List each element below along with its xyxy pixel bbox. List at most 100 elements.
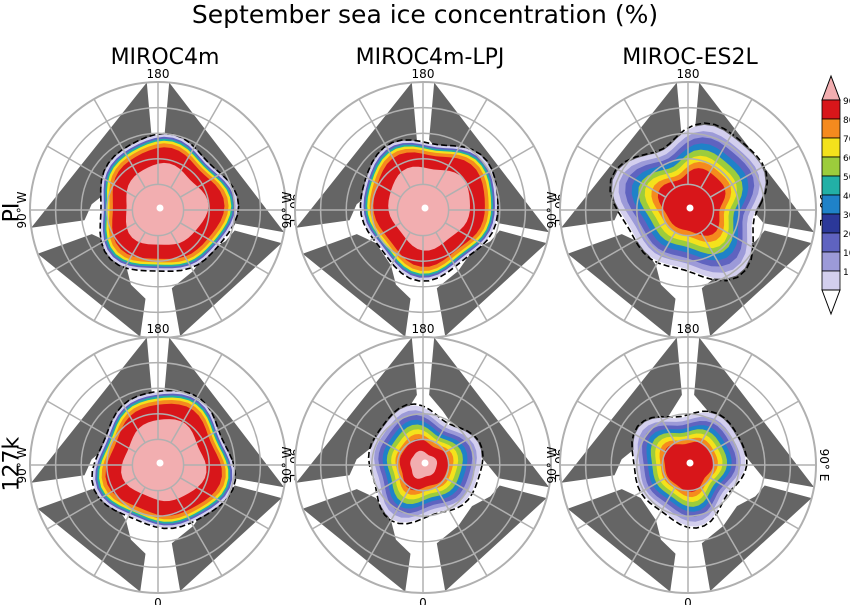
lon-label-180: 180: [412, 67, 435, 81]
colorbar-tick-label: 1: [843, 268, 849, 278]
meridian-line: [311, 145, 402, 198]
lon-label-0: 0: [684, 596, 692, 605]
meridian-line: [311, 400, 402, 453]
colorbar-segment: [821, 270, 841, 291]
ice-concentration-band: [388, 166, 470, 251]
meridian-line: [93, 98, 146, 189]
lon-label-0: 0: [419, 596, 427, 605]
panel-border: [559, 336, 817, 594]
land-mass: [171, 230, 282, 337]
meridian-line: [700, 353, 753, 444]
land-mass: [37, 489, 146, 592]
colorbar-tick-label: 40: [843, 192, 850, 202]
land-mass: [31, 337, 152, 483]
lon-label-90w: 90° W: [280, 191, 294, 228]
colorbar-segment: [821, 194, 841, 215]
land-mass: [164, 82, 285, 233]
colorbar-tick-label: 20: [843, 230, 850, 240]
colorbar-min-triangle: [821, 289, 841, 316]
land-mass: [567, 489, 676, 592]
meridian-line: [170, 486, 223, 577]
land-mass: [302, 489, 411, 592]
land-mass: [694, 337, 815, 488]
ice-edge-line: [91, 389, 237, 530]
lon-label-90e: 90° E: [817, 449, 831, 482]
lon-label-180: 180: [412, 322, 435, 336]
north-pole-marker: [421, 204, 429, 212]
colorbar-segment: [821, 137, 841, 158]
north-pole-marker: [156, 204, 164, 212]
column-title-miroc4m-lpj: MIROC4m-LPJ: [355, 45, 505, 70]
ice-concentration-band: [126, 162, 209, 245]
meridian-line: [93, 231, 146, 322]
land-mass: [429, 82, 550, 233]
meridian-line: [700, 98, 753, 189]
north-pole-marker: [156, 459, 164, 467]
meridian-line: [170, 353, 223, 444]
meridian-line: [93, 486, 146, 577]
meridian-line: [358, 231, 411, 322]
meridian-line: [435, 98, 488, 189]
ice-concentration-band: [657, 168, 726, 236]
meridian-line: [444, 400, 535, 453]
meridian-line: [623, 486, 676, 577]
land-mass: [296, 337, 417, 483]
figure-title: September sea ice concentration (%): [191, 0, 659, 29]
land-mass: [561, 337, 682, 483]
colorbar-tick-label: 70: [843, 135, 850, 145]
colorbar-tick-label: 50: [843, 173, 850, 183]
lon-label-0: 0: [154, 596, 162, 605]
meridian-line: [358, 486, 411, 577]
colorbar-segment: [821, 251, 841, 272]
land-mass: [436, 485, 547, 592]
meridian-line: [311, 477, 402, 530]
meridian-line: [435, 231, 488, 322]
lon-label-90w: 90° W: [280, 446, 294, 483]
north-pole-marker: [421, 459, 429, 467]
meridian-line: [576, 222, 667, 275]
meridian-line: [179, 222, 270, 275]
meridian-line: [170, 98, 223, 189]
colorbar-segment: [821, 99, 841, 120]
colorbar: 90 80 70 60 50 40 30 20 10 1: [821, 74, 850, 316]
meridian-line: [709, 145, 800, 198]
meridian-line: [444, 145, 535, 198]
panel-border: [29, 336, 287, 594]
lon-label-90w: 90° W: [15, 446, 29, 483]
meridian-line: [179, 145, 270, 198]
colorbar-tick-label: 10: [843, 249, 850, 259]
land-mass: [31, 82, 152, 228]
meridian-line: [46, 400, 137, 453]
ice-edge-line: [609, 122, 769, 282]
meridian-line: [709, 400, 800, 453]
meridian-line: [46, 145, 137, 198]
land-mass: [171, 485, 282, 592]
colorbar-segment: [821, 232, 841, 253]
colorbar-segment: [821, 175, 841, 196]
lon-label-90w: 90° W: [545, 191, 559, 228]
land-mass: [567, 234, 676, 337]
meridian-line: [179, 477, 270, 530]
meridian-line: [93, 353, 146, 444]
colorbar-tick-label: 80: [843, 116, 850, 126]
land-mass: [701, 230, 812, 337]
meridian-line: [170, 231, 223, 322]
meridian-line: [179, 400, 270, 453]
meridian-line: [311, 222, 402, 275]
meridian-line: [46, 477, 137, 530]
column-title-miroc-es2l: MIROC-ES2L: [622, 45, 758, 70]
lon-label-180: 180: [677, 322, 700, 336]
polar-panel-miroc-es2l-127k: 180 0 90° W 90° E: [545, 322, 831, 605]
meridian-line: [623, 231, 676, 322]
meridian-line: [444, 222, 535, 275]
ice-edge-line: [359, 139, 499, 282]
meridian-line: [709, 222, 800, 275]
lon-label-180: 180: [677, 67, 700, 81]
meridian-line: [576, 145, 667, 198]
meridian-line: [623, 98, 676, 189]
colorbar-tick-label: 60: [843, 154, 850, 164]
